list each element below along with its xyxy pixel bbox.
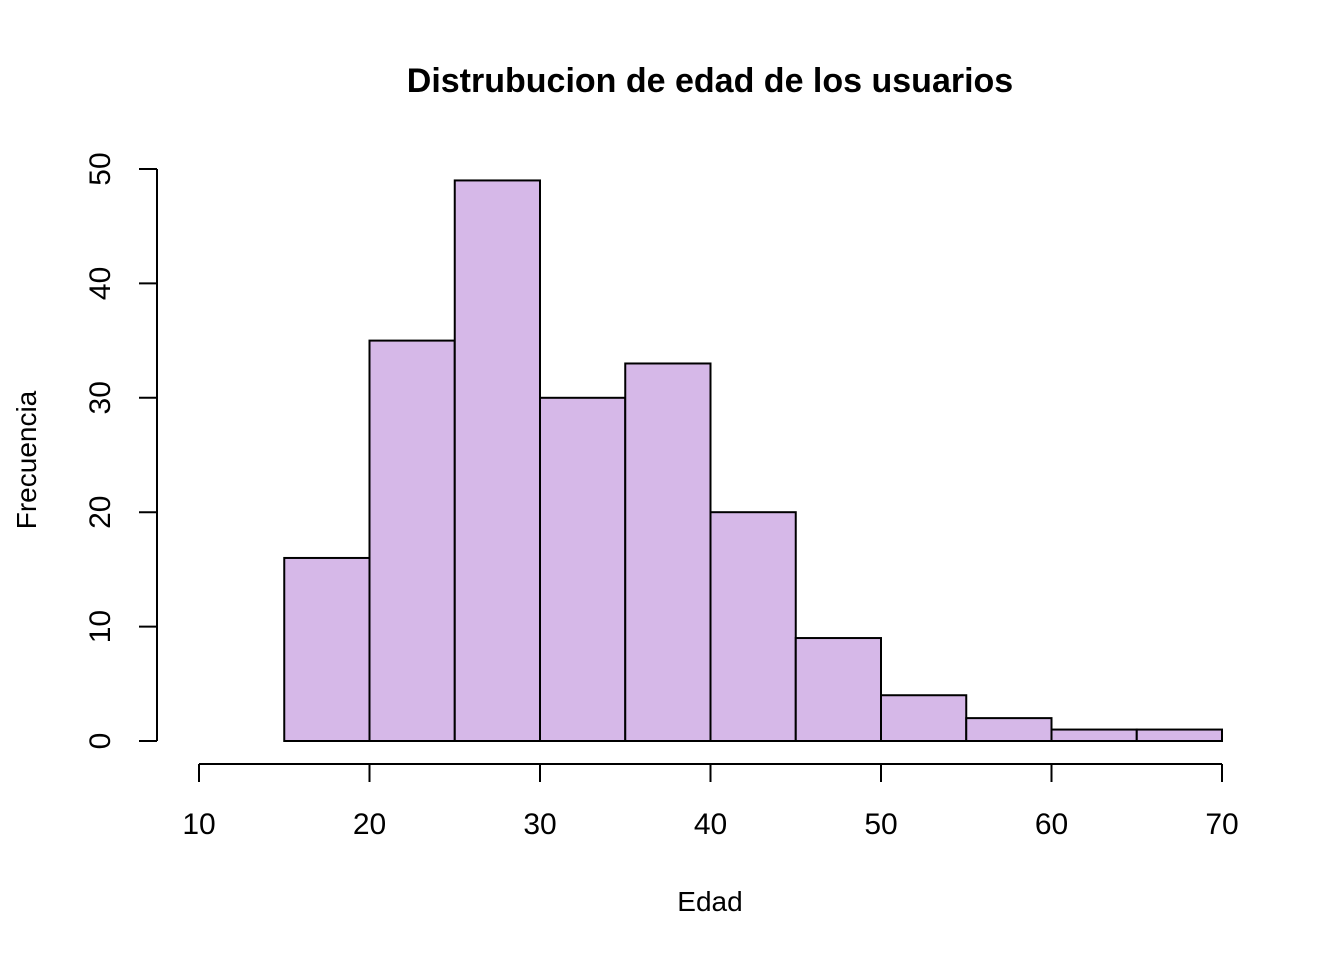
y-tick-label: 20 xyxy=(84,496,117,529)
y-tick-label: 40 xyxy=(84,267,117,300)
y-axis-label: Frecuencia xyxy=(11,390,42,529)
y-tick-label: 50 xyxy=(84,152,117,185)
y-tick-label: 0 xyxy=(84,733,117,750)
x-axis-label: Edad xyxy=(677,886,742,917)
histogram-bar-40-45 xyxy=(709,511,797,743)
y-axis: 0 10 20 30 40 50 xyxy=(84,152,158,750)
x-tick-label: 40 xyxy=(694,808,727,841)
histogram-bar-30-35 xyxy=(539,396,627,742)
y-tick-label: 30 xyxy=(84,381,117,414)
histogram-bar-20-25 xyxy=(368,339,456,742)
histogram-bar-15-20 xyxy=(283,556,371,743)
histogram-bar-35-40 xyxy=(624,362,712,742)
x-tick-label: 50 xyxy=(864,808,897,841)
x-axis: 10 20 30 40 50 60 70 xyxy=(182,763,1239,841)
histogram-bar-45-50 xyxy=(794,637,882,742)
histogram-bar-65-70 xyxy=(1135,728,1223,742)
histogram-bar-25-30 xyxy=(453,179,541,742)
histogram-bar-55-60 xyxy=(965,717,1053,742)
histogram-bar-50-55 xyxy=(880,694,968,742)
x-tick-label: 10 xyxy=(182,808,215,841)
histogram-bars xyxy=(283,179,1223,743)
x-tick-label: 60 xyxy=(1035,808,1068,841)
histogram-bar-60-65 xyxy=(1050,728,1138,742)
x-tick-label: 30 xyxy=(523,808,556,841)
x-tick-label: 20 xyxy=(353,808,386,841)
chart-title: Distrubucion de edad de los usuarios xyxy=(407,62,1013,100)
y-tick-label: 10 xyxy=(84,610,117,643)
x-tick-label: 70 xyxy=(1205,808,1238,841)
